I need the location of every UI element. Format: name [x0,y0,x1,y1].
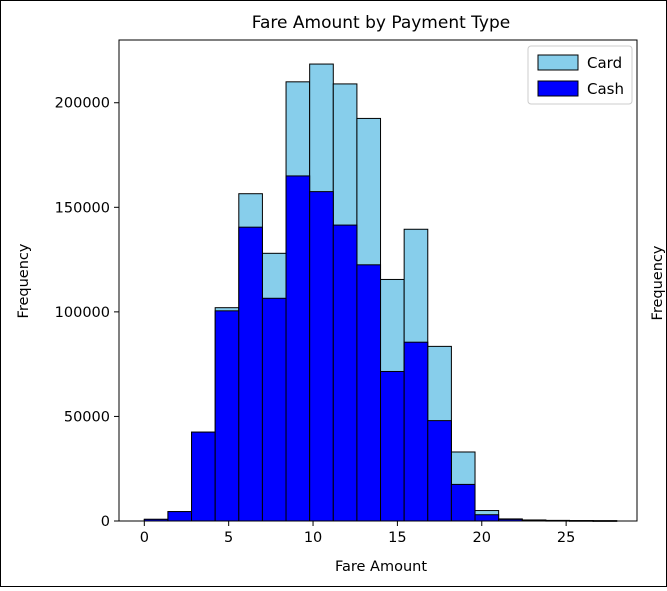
y-tick-label: 200000 [55,96,110,112]
cash-bar [356,264,382,522]
x-tick-label: 20 [473,530,491,546]
x-tick-label: 0 [140,530,149,546]
y-axis-ticks: 0 50000 100000 150000 200000 [55,96,119,530]
cash-bar [450,483,476,522]
y-axis-label: Frequency [16,243,32,318]
cash-bars [143,175,618,522]
cash-bar [167,511,193,522]
x-tick-label: 5 [224,530,233,546]
x-axis-label: Fare Amount [335,559,427,575]
chart-title: Fare Amount by Payment Type [252,13,510,33]
right-y-axis-label: Frequency [650,245,666,320]
x-tick-label: 25 [557,530,575,546]
cash-bar [309,191,334,522]
cash-bar [427,420,452,522]
cash-bar [191,431,216,522]
y-tick-label: 0 [101,514,110,530]
x-tick-label: 15 [388,530,406,546]
y-tick-label: 150000 [55,200,110,216]
cash-bar [332,224,358,522]
cash-bar [474,514,500,522]
plot-area-border [118,39,638,522]
x-tick-label: 10 [304,530,322,546]
card-legend-label: Card [587,54,622,72]
legend: Card Cash [527,45,633,105]
y-tick-label: 100000 [55,305,110,321]
cash-bar [380,370,405,522]
cash-bar [261,297,287,522]
cash-legend-label: Cash [587,80,624,98]
cash-bar [238,226,263,522]
card-legend-swatch [537,54,579,71]
cash-bar [285,175,311,522]
y-tick-label: 50000 [64,409,110,425]
x-axis-ticks: 0 5 10 15 20 25 [140,521,575,546]
cash-legend-swatch [537,80,579,97]
cash-bar [214,310,240,522]
cash-bar [403,341,429,522]
